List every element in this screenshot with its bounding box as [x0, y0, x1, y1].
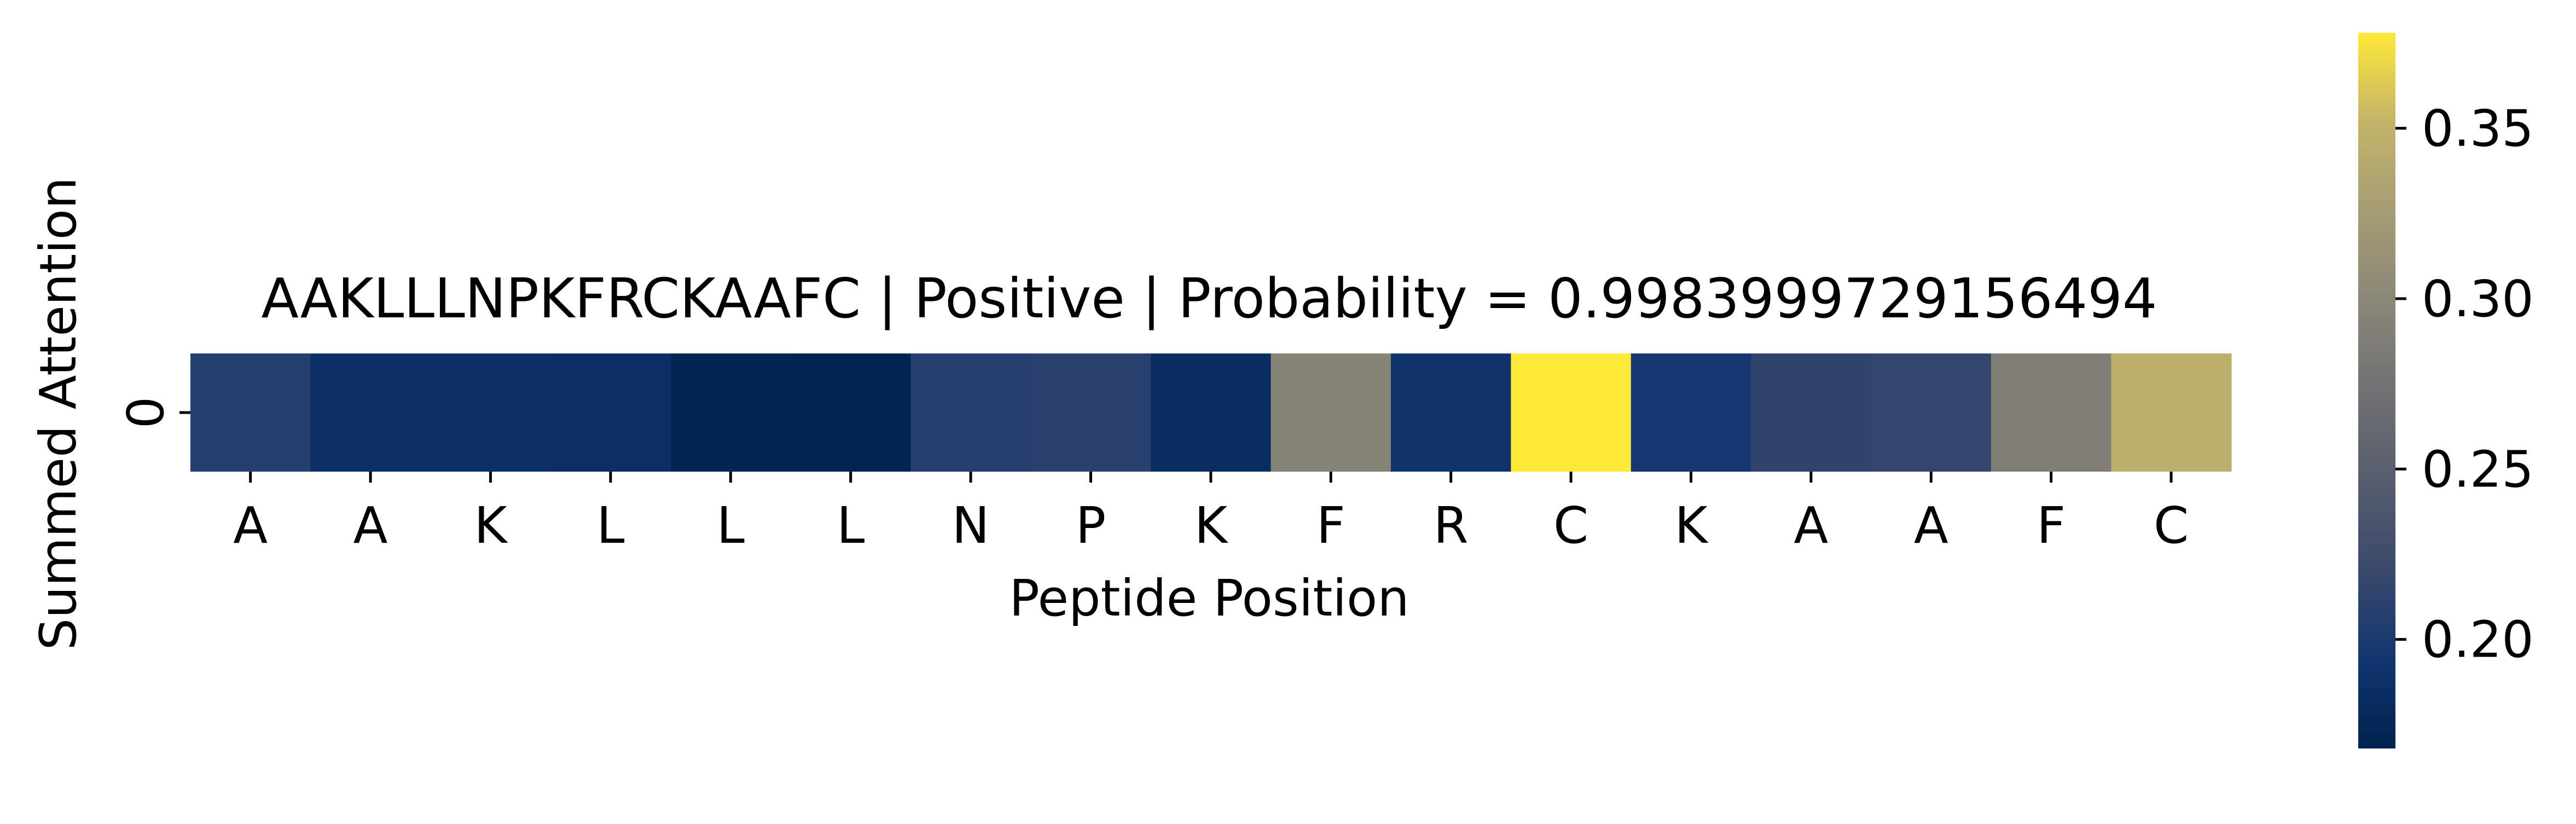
heatmap-cell: [310, 353, 431, 472]
x-tick-label: K: [1194, 496, 1229, 555]
colorbar-tick-label: 0.35: [2422, 99, 2534, 158]
x-tick-label: C: [2154, 496, 2189, 555]
heatmap-cell: [430, 353, 551, 472]
colorbar-ticks: 0.20 0.25 0.30 0.35: [2395, 99, 2534, 669]
heatmap-cell: [791, 353, 912, 472]
x-tick-label: K: [474, 496, 508, 555]
heatmap-cell: [1511, 353, 1632, 472]
x-tick-label: L: [717, 496, 745, 555]
heatmap-cell: [1991, 353, 2112, 472]
x-tick-label: F: [1316, 496, 1345, 555]
x-tick-label: P: [1076, 496, 1106, 555]
heatmap-cell: [1631, 353, 1751, 472]
heatmap-cell: [1151, 353, 1272, 472]
x-tick-label: A: [353, 496, 388, 555]
x-tick-label: L: [837, 496, 865, 555]
colorbar-tick-label: 0.30: [2422, 270, 2534, 328]
x-tick-label: A: [1914, 496, 1948, 555]
x-tick-label: A: [233, 496, 268, 555]
y-tick-labels: 0: [117, 397, 190, 429]
x-axis-label: Peptide Position: [1009, 569, 1409, 628]
x-tick-label: R: [1434, 496, 1469, 555]
x-tick-label: A: [1794, 496, 1828, 555]
x-tick-label: N: [952, 496, 990, 555]
y-tick-label: 0: [117, 397, 175, 429]
heatmap-cell: [1030, 353, 1151, 472]
heatmap-cell: [1751, 353, 1872, 472]
heatmap-cell: [910, 353, 1031, 472]
heatmap-cell: [550, 353, 671, 472]
heatmap-cell: [1270, 353, 1391, 472]
heatmap-cell: [1391, 353, 1512, 472]
chart-title: AAKLLLNPKFRCKAAFC | Positive | Probabili…: [262, 266, 2157, 330]
colorbar-tick-label: 0.25: [2422, 440, 2534, 498]
x-tick-label: K: [1674, 496, 1709, 555]
heatmap-cells: [190, 353, 2232, 472]
x-tick-label: F: [2037, 496, 2066, 555]
heatmap-cell: [190, 353, 311, 472]
heatmap-cell: [2111, 353, 2232, 472]
x-tick-label: L: [596, 496, 624, 555]
y-axis-label: Summed Attention: [29, 177, 88, 651]
heatmap-cell: [670, 353, 791, 472]
x-tick-label: C: [1553, 496, 1588, 555]
colorbar-tick-label: 0.20: [2422, 611, 2534, 669]
heatmap-cell: [1871, 353, 1992, 472]
colorbar: [2358, 33, 2395, 748]
